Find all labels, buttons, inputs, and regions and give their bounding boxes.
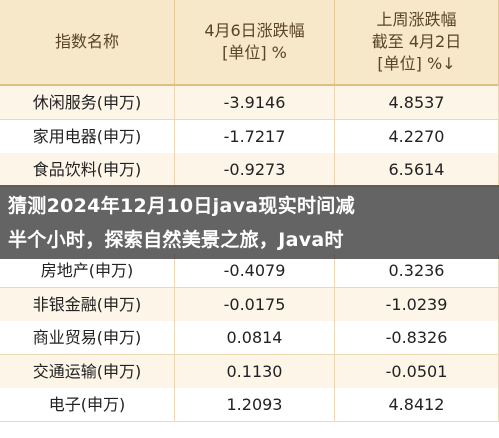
- table-cell: -0.8326: [335, 321, 499, 355]
- table-cell: 0.0814: [175, 321, 335, 355]
- table-cell: 6.5614: [335, 153, 499, 187]
- header-cell: 4月6日涨跌幅 [单位] %: [175, 0, 335, 86]
- banner-line: 半个小时，探索自然美景之旅，Java时: [8, 229, 344, 251]
- table-cell: 交通运输(申万): [0, 354, 175, 388]
- table-row: 房地产(申万) -0.4079 0.3236: [0, 254, 499, 288]
- header-cell: 上周涨跌幅截至 4月2日 [单位] %↓: [335, 0, 499, 86]
- table-cell: -0.9273: [175, 153, 335, 187]
- header-text: 截至 4月2日: [371, 32, 462, 51]
- header-cell: 指数名称: [0, 0, 175, 86]
- table-cell: -1.0239: [335, 287, 499, 321]
- table-row: 家用电器(申万) -1.7217 4.2270: [0, 119, 499, 154]
- table-cell: 1.2093: [175, 388, 335, 422]
- header-text: 上周涨跌幅: [376, 10, 457, 29]
- table-cell: 0.1130: [175, 354, 335, 388]
- table-cell: -1.7217: [175, 119, 335, 153]
- table-cell: 非银金融(申万): [0, 287, 175, 321]
- table-cell: 房地产(申万): [0, 254, 175, 287]
- table-cell: -0.0501: [335, 354, 499, 388]
- header-text: [单位] %↓: [377, 54, 456, 73]
- table-cell: 电子(申万): [0, 388, 175, 422]
- banner-line: 猜测2024年12月10日java现实时间减: [8, 195, 355, 217]
- table-cell: 食品饮料(申万): [0, 153, 175, 187]
- table-row: 交通运输(申万) 0.1130 -0.0501: [0, 354, 499, 389]
- table-cell: 4.8412: [335, 388, 499, 422]
- table-cell: 休闲服务(申万): [0, 86, 175, 119]
- table-row: 非银金融(申万) -0.0175 -1.0239: [0, 287, 499, 322]
- table-cell: -3.9146: [175, 86, 335, 119]
- banner: 猜测2024年12月10日java现实时间减 半个小时，探索自然美景之旅，Jav…: [0, 185, 499, 259]
- table-cell: 家用电器(申万): [0, 119, 175, 153]
- table-row: 食品饮料(申万) -0.9273 6.5614: [0, 153, 499, 188]
- header-text: 4月6日涨跌幅: [204, 21, 305, 40]
- header-text: 指数名称: [54, 32, 119, 51]
- table-cell: -0.4079: [175, 254, 335, 287]
- table-row: 电子(申万) 1.2093 4.8412: [0, 388, 499, 423]
- table-row: 休闲服务(申万) -3.9146 4.8537: [0, 86, 499, 120]
- table-cell: -0.0175: [175, 287, 335, 321]
- table-row: 商业贸易(申万) 0.0814 -0.8326: [0, 321, 499, 356]
- table-cell: 4.8537: [335, 86, 499, 119]
- table-cell: 商业贸易(申万): [0, 321, 175, 355]
- table-cell: 4.2270: [335, 119, 499, 153]
- header-text: [单位] %: [222, 43, 287, 62]
